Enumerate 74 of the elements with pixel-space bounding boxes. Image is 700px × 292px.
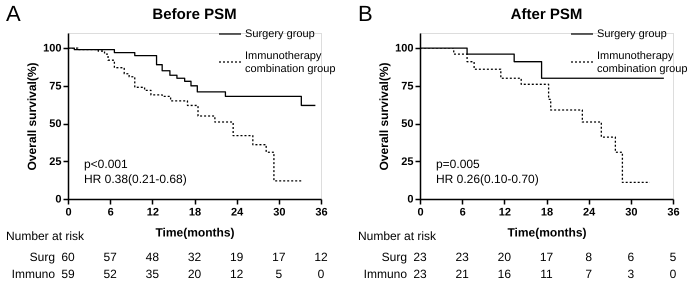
text: Immuno [364, 267, 408, 281]
y-axis-title: Overall survival(%) [377, 62, 392, 171]
x-tick-label: 30 [273, 206, 286, 218]
legend-label: Immunotherapy combination group [245, 50, 336, 75]
y-tick-label: 50 [49, 118, 62, 130]
text: 17 [540, 250, 554, 264]
text: 52 [103, 267, 118, 281]
x-tick-label: 24 [583, 206, 596, 218]
x-tick-label: 12 [146, 206, 159, 218]
x-tick-label: 30 [625, 206, 638, 218]
text: 59 [61, 267, 75, 281]
y-tick-label: 25 [401, 156, 414, 168]
x-tick-label: 6 [460, 206, 466, 218]
text: 0 [670, 267, 677, 281]
y-tick-label: 50 [401, 118, 414, 130]
text: 12 [314, 250, 328, 264]
y-tick-label: 0 [407, 194, 414, 206]
chart-title: Before PSM [152, 6, 237, 23]
text: 0 [318, 267, 325, 281]
x-tick-label: 18 [188, 206, 202, 218]
text: 23 [413, 250, 427, 264]
text: Immuno [12, 267, 56, 281]
text: 3 [627, 267, 634, 281]
text: 16 [498, 267, 512, 281]
text: 19 [230, 250, 244, 264]
x-tick-label: 12 [498, 206, 511, 218]
text: 32 [188, 250, 202, 264]
text: 35 [146, 267, 160, 281]
text: 8 [585, 250, 592, 264]
text: 17 [272, 250, 286, 264]
text: 23 [455, 250, 470, 264]
annotation: p=0.005 [436, 157, 480, 171]
y-tick-label: 75 [401, 80, 414, 92]
text: 57 [103, 250, 118, 264]
y-axis-title: Overall survival(%) [25, 62, 40, 171]
text: 7 [585, 267, 592, 281]
legend-label: Surgery group [597, 28, 667, 40]
text: 5 [670, 250, 677, 264]
x-axis-title: Time(months) [155, 226, 235, 240]
text: 20 [498, 250, 512, 264]
y-tick-label: 25 [49, 156, 62, 168]
y-tick-label: 0 [55, 194, 62, 206]
x-axis-title: Time(months) [507, 226, 587, 240]
x-tick-label: 6 [108, 206, 114, 218]
text: 21 [455, 267, 470, 281]
text: 20 [188, 267, 202, 281]
chart-title: After PSM [510, 6, 582, 23]
text: Surg [382, 250, 407, 264]
y-tick-label: 75 [49, 80, 62, 92]
text: 12 [230, 267, 244, 281]
annotation: p<0.001 [84, 157, 128, 171]
legend-label: Immunotherapy combination group [597, 50, 688, 75]
text: 48 [146, 250, 160, 264]
legend-label: Surgery group [245, 28, 315, 40]
text: 23 [413, 267, 427, 281]
x-tick-label: 36 [315, 206, 328, 218]
text: B [358, 1, 373, 26]
text: Number at risk [358, 229, 438, 243]
text: 5 [275, 267, 282, 281]
x-tick-label: 18 [540, 206, 554, 218]
y-tick-label: 100 [395, 42, 414, 55]
text: A [6, 1, 21, 26]
x-tick-label: 36 [667, 206, 680, 218]
annotation: HR 0.26(0.10-0.70) [436, 172, 539, 186]
x-tick-label: 24 [231, 206, 244, 218]
x-tick-label: 0 [417, 206, 424, 218]
text: Number at risk [6, 229, 86, 243]
annotation: HR 0.38(0.21-0.68) [84, 172, 187, 186]
text: 6 [627, 250, 634, 264]
text: Surg [30, 250, 55, 264]
text: 11 [540, 267, 554, 281]
y-tick-label: 100 [43, 42, 62, 55]
x-tick-label: 0 [65, 206, 72, 218]
text: 60 [61, 250, 75, 264]
